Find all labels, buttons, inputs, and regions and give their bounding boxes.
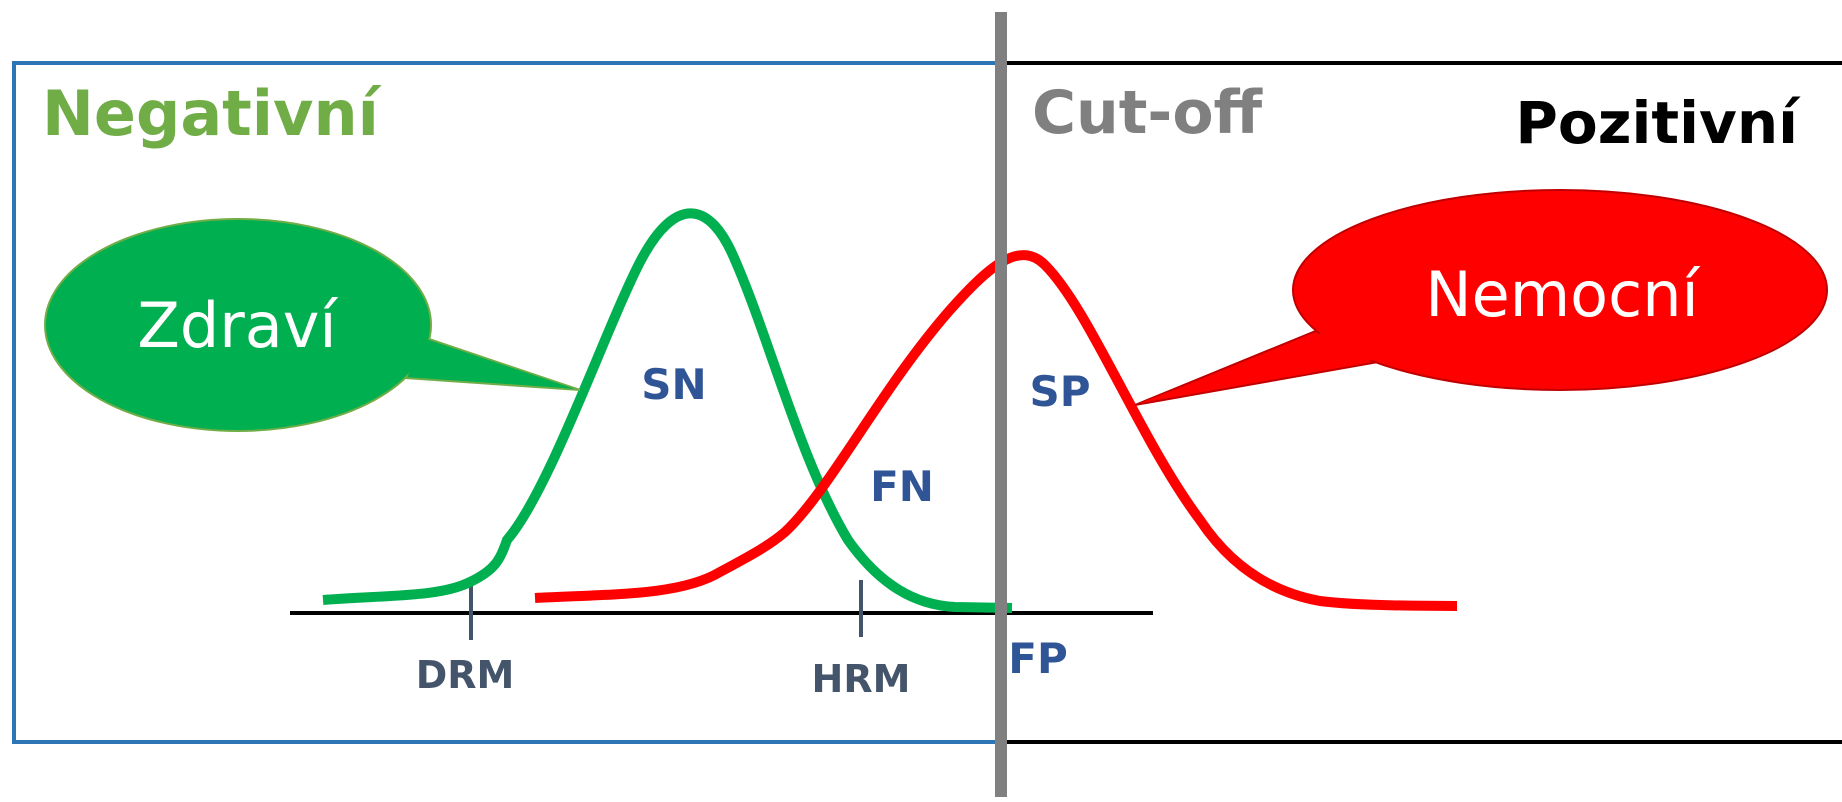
sn-label: SN <box>641 360 706 409</box>
fn-label: FN <box>870 462 934 511</box>
sick-callout-pointer-fill <box>1140 333 1372 403</box>
cutoff-label: Cut-off <box>1032 78 1264 148</box>
healthy-callout-bubble <box>44 218 432 432</box>
positive-label: Pozitivní <box>1515 89 1801 157</box>
drm-label: DRM <box>416 653 515 697</box>
healthy-callout-pointer-fill <box>408 337 575 389</box>
healthy-curve <box>322 208 1013 613</box>
sp-label: SP <box>1029 367 1090 416</box>
sick-callout-bubble <box>1292 189 1828 391</box>
fp-label: FP <box>1008 634 1067 683</box>
sick-callout-text: Nemocní <box>1425 258 1700 331</box>
sick-curve <box>534 250 1458 611</box>
negative-label: Negativní <box>42 77 382 150</box>
hrm-label: HRM <box>812 657 911 701</box>
healthy-callout-text: Zdraví <box>137 289 338 362</box>
